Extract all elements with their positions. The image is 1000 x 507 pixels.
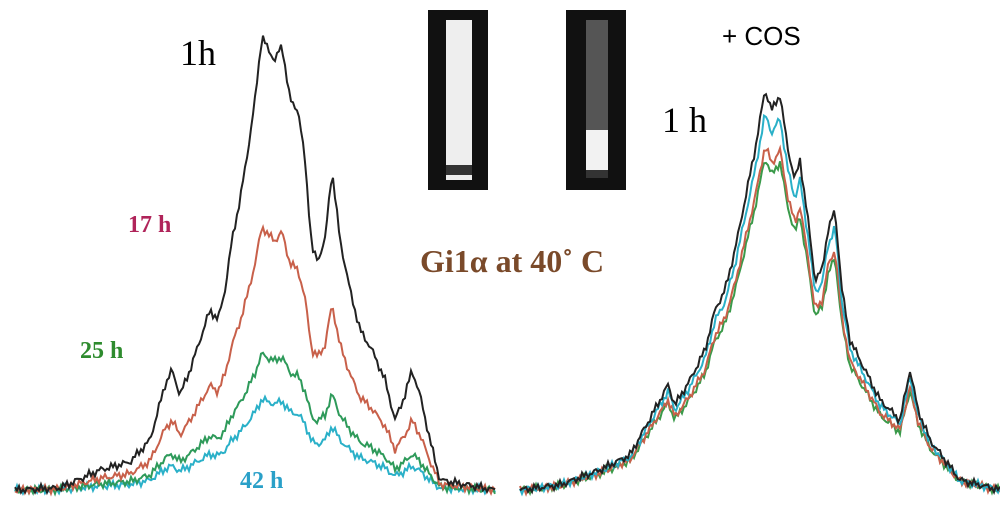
label-right-1h: 1 h xyxy=(662,100,707,140)
label-17h: 17 h xyxy=(128,212,171,238)
label-25h: 25 h xyxy=(80,338,123,364)
tube-photo xyxy=(428,10,626,190)
treatment-label: + COS xyxy=(722,21,801,51)
caption: Gi1α at 40˚ C xyxy=(420,243,604,279)
label-42h: 42 h xyxy=(240,468,283,494)
figure: 1h 17 h 25 h 42 h + COS 1 h Gi1α at 40˚ … xyxy=(0,0,1000,507)
label-1h: 1h xyxy=(180,33,216,73)
